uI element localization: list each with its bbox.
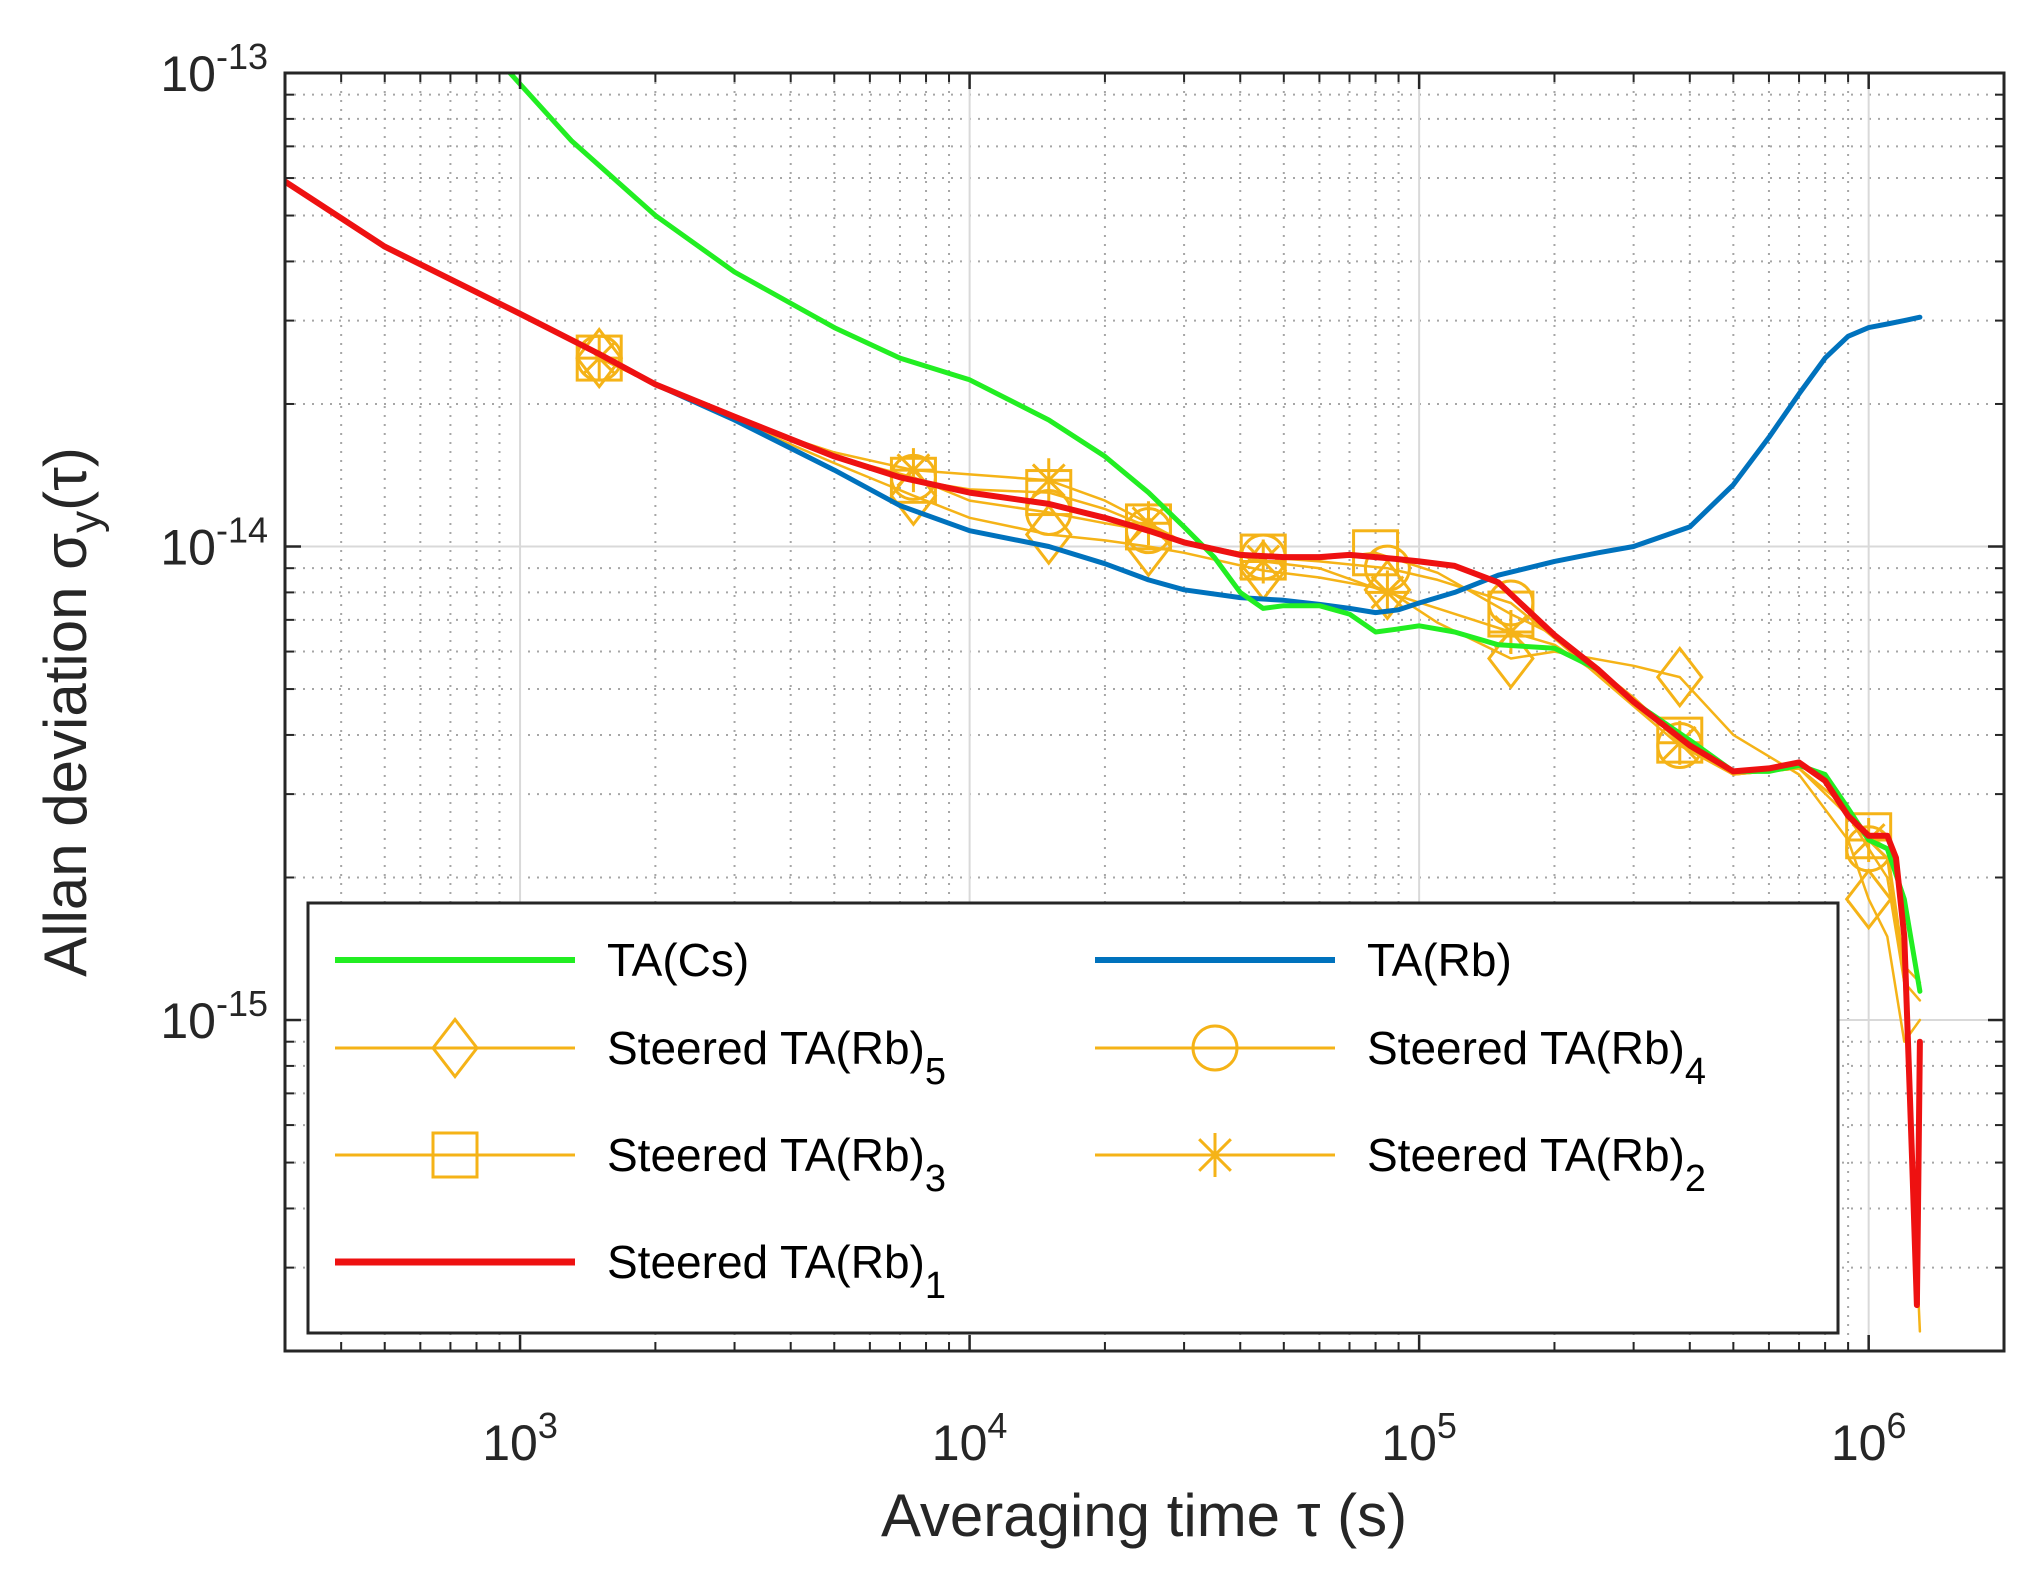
marker-steered-5	[1487, 627, 1535, 690]
legend-label: TA(Cs)	[607, 934, 749, 986]
marker-steered-2	[577, 336, 622, 381]
legend-swatch-marker	[1191, 1024, 1239, 1072]
x-axis-label: Averaging time τ (s)	[881, 1482, 1407, 1549]
y-tick-label: 10-14	[160, 510, 268, 576]
legend-item-ta-cs: TA(Cs)	[335, 934, 749, 986]
series-steered-1	[285, 178, 1923, 1309]
legend-swatch-marker	[1193, 1133, 1237, 1177]
legend-label: Steered TA(Rb)2	[1367, 1129, 1706, 1200]
marker-steered-2	[1241, 539, 1286, 584]
legend-label: Steered TA(Rb)4	[1367, 1022, 1706, 1093]
marker-steered-2	[1026, 458, 1071, 503]
marker-steered-2	[1657, 720, 1702, 765]
legend-swatch-marker	[431, 1131, 479, 1179]
legend-label: TA(Rb)	[1367, 934, 1512, 986]
y-tick-label: 10-15	[160, 983, 268, 1049]
series-layer	[285, 73, 1923, 1333]
x-tick-label: 106	[1831, 1405, 1907, 1471]
tick-labels: 103 104 105 106 10-13 10-14 10-15	[160, 36, 1906, 1471]
legend-box	[306, 901, 1840, 1335]
legend-item-steered-5: Steered TA(Rb)5	[335, 1016, 946, 1093]
plot-frame	[283, 71, 2006, 1353]
x-tick-label: 103	[482, 1405, 558, 1471]
legend-item-steered-4: Steered TA(Rb)4	[1095, 1022, 1706, 1093]
legend-label: Steered TA(Rb)5	[607, 1022, 946, 1093]
marker-steered-2	[891, 448, 936, 493]
y-axis-label: Allan deviation σy(τ)	[32, 447, 110, 977]
legend-item-steered-3: Steered TA(Rb)3	[335, 1129, 946, 1200]
legend-label: Steered TA(Rb)3	[607, 1129, 946, 1200]
legend-label: Steered TA(Rb)1	[607, 1236, 946, 1307]
legend-swatch-marker	[431, 1016, 479, 1080]
marker-steered-5	[1655, 646, 1704, 709]
legend-item-steered-1: Steered TA(Rb)1	[335, 1236, 946, 1307]
series-line-ta-rb	[285, 179, 1923, 616]
marker-steered-5	[1844, 868, 1893, 931]
legend: TA(Cs) TA(Rb) Steered TA(Rb)5 Steered TA(Rb…	[306, 901, 1840, 1335]
y-tick-label: 10-13	[160, 36, 268, 102]
marker-steered-2	[1488, 609, 1533, 654]
x-tick-label: 104	[932, 1405, 1008, 1471]
marker-steered-2	[1365, 570, 1410, 615]
series-ta-rb	[285, 179, 1923, 616]
marker-steered-5	[1363, 558, 1412, 621]
series-line-steered-1	[285, 178, 1923, 1309]
legend-item-ta-rb: TA(Rb)	[1095, 934, 1512, 986]
marker-steered-5	[1024, 503, 1073, 566]
axis-ticks	[284, 73, 2005, 1352]
legend-item-steered-2: Steered TA(Rb)2	[1095, 1129, 1706, 1200]
x-tick-label: 105	[1381, 1405, 1457, 1471]
marker-steered-2	[1126, 501, 1171, 546]
